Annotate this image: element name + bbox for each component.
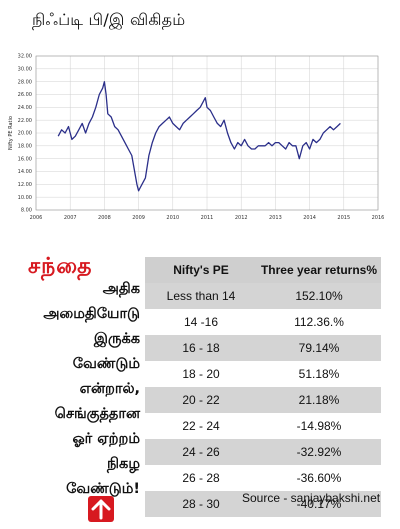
x-tick-label: 2013 [269,215,282,221]
paragraph-line: இருக்க [93,331,140,347]
y-tick-label: 32.00 [18,54,32,60]
pe-range-cell: 16 - 18 [182,341,220,355]
x-tick-label: 2016 [372,215,385,221]
plot-frame [35,55,379,211]
x-tick-label: 2015 [337,215,350,221]
y-tick-label: 30.00 [18,67,32,73]
table-body: Less than 14 152.10% 14 -16 112.36.% 16 - 18… [145,283,381,517]
y-tick-label: 26.00 [18,92,32,98]
x-tick-label: 2007 [64,215,77,221]
table-row: 20 - 22 21.18% [145,387,381,413]
table-row: 14 -16 112.36.% [145,309,381,335]
pe-ratio-line-chart: 8.00 10.00 12.00 14.00 16.00 18.00 20.00 22.00 2… [8,54,385,221]
y-tick-label: 22.00 [18,118,32,124]
scroll-up-button[interactable] [88,496,114,522]
y-tick-label: 16.00 [18,156,32,162]
chart-tick-labels: 8.00 10.00 12.00 14.00 16.00 18.00 20.00 22.00 2… [18,54,385,221]
pe-range-cell: 26 - 28 [182,471,220,485]
header-nifty-pe: Nifty's PE [173,263,229,277]
paragraph-line: என்றால், [79,381,140,397]
chart-title: நிஃப்டி பி/இ விகிதம் [32,10,186,29]
table-row: 28 - 30 -40.17% [145,491,381,517]
pe-range-cell: 22 - 24 [182,419,220,433]
chart-grid [35,55,379,211]
x-tick-label: 2008 [98,215,111,221]
y-tick-label: 10.00 [18,195,32,201]
chart-axes [35,55,379,211]
return-cell: -14.98% [296,419,342,433]
return-cell: 112.36.% [294,315,344,329]
paragraph-line: அமைதியோடு [43,306,140,322]
y-tick-label: 14.00 [18,169,32,175]
return-cell: -36.60% [296,471,342,485]
paragraph-line: ஓர் ஏற்றம் [72,431,140,447]
y-tick-label: 12.00 [18,182,32,188]
x-tick-label: 2012 [235,215,248,221]
table-row: 22 - 24 -14.98% [145,413,381,439]
pe-range-cell: 28 - 30 [182,497,220,511]
y-tick-label: 24.00 [18,105,32,111]
header-three-year-returns: Three year returns% [260,263,378,277]
y-tick-label: 8.00 [21,208,32,214]
x-tick-label: 2006 [30,215,43,221]
x-tick-label: 2010 [166,215,179,221]
x-tick-label: 2014 [303,215,316,221]
paragraph-line: அதிக [102,281,140,297]
table-row: 26 - 28 -36.60% [145,465,381,491]
y-tick-label: 18.00 [18,144,32,150]
x-tick-label: 2009 [132,215,145,221]
pe-range-cell: Less than 14 [166,289,236,303]
paragraph-line: நிகழ [107,456,140,472]
y-axis-label: Nifty PE Ratio [8,116,14,150]
left-text-panel: சந்தை அதிக அமைதியோடு இருக்க வேண்டும் என்றால்… [28,254,140,524]
x-tick-label: 2011 [201,215,214,221]
pe-ratio-series-line [57,81,341,192]
table-row: 24 - 26 -32.92% [145,439,381,465]
return-cell: -40.17% [296,497,342,511]
paragraph-line: செங்குத்தான [54,406,140,422]
source-credit: Source - sanjaybakshi.net [242,491,381,505]
chart-series [57,81,341,192]
y-tick-label: 28.00 [18,79,32,85]
pe-range-cell: 20 - 22 [182,393,220,407]
up-arrow-icon [91,499,111,520]
paragraph-line: வேண்டும்! [66,481,140,497]
return-cell: 51.18% [298,367,340,381]
return-cell: 79.14% [298,341,340,355]
return-cell: 21.18% [298,393,340,407]
left-heading: சந்தை [28,254,93,279]
table-row: 16 - 18 79.14% [145,335,381,361]
pe-range-cell: 14 -16 [183,315,219,329]
pe-range-cell: 24 - 26 [182,445,220,459]
return-cell: -32.92% [296,445,342,459]
y-tick-label: 20.00 [18,131,32,137]
table-row: Less than 14 152.10% [145,283,381,309]
table-header: Nifty's PE Three year returns% [145,257,381,283]
table-row: 18 - 20 51.18% [145,361,381,387]
return-cell: 152.10% [295,289,343,303]
pe-range-cell: 18 - 20 [182,367,220,381]
paragraph-line: வேண்டும் [72,356,140,372]
pe-returns-table: Nifty's PE Three year returns% Less than… [145,257,381,517]
